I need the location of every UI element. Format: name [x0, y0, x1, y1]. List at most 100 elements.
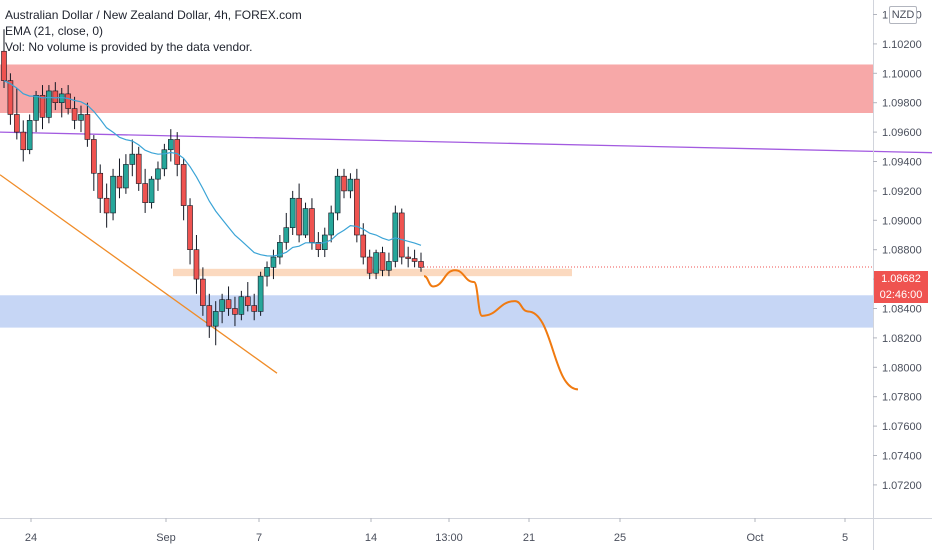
candle-body — [341, 175, 347, 192]
candle-body — [206, 305, 213, 327]
candle-body — [411, 258, 418, 262]
ema-line — [3, 80, 422, 257]
candle-body — [296, 197, 302, 236]
x-tick-label: 21 — [523, 532, 535, 544]
y-tick-label: 1.09800 — [882, 98, 922, 110]
candle-body — [20, 131, 27, 151]
candle-body — [46, 90, 52, 118]
candle-body — [180, 164, 187, 206]
candle-body — [33, 95, 39, 121]
candle-body — [244, 296, 251, 306]
candle-body — [155, 168, 161, 180]
candle-body — [91, 139, 97, 174]
candle-body — [386, 261, 392, 271]
purple-trendline — [0, 131, 932, 154]
y-tick-label: 1.09000 — [882, 215, 922, 227]
y-tick-label: 1.07400 — [882, 451, 922, 463]
candle-body — [225, 299, 232, 309]
candle-body — [26, 120, 33, 151]
candle-body — [71, 108, 78, 121]
x-tick-label: 14 — [365, 532, 377, 544]
y-tick-label: 1.07200 — [882, 480, 922, 492]
candle-body — [418, 261, 424, 268]
candle-body — [347, 178, 354, 192]
candle-body — [1, 50, 7, 81]
candle-body — [110, 175, 116, 214]
chart-legend: Australian Dollar / New Zealand Dollar, … — [5, 7, 302, 55]
candle-body — [366, 256, 373, 274]
y-tick-label: 1.09200 — [882, 186, 922, 198]
candle-body — [84, 114, 91, 140]
pivot-zone — [173, 268, 572, 277]
candle-body — [289, 197, 296, 228]
y-tick-label: 1.09400 — [882, 157, 922, 169]
y-tick-label: 1.08000 — [882, 362, 922, 374]
candle-body — [135, 153, 142, 184]
candle-body — [39, 95, 46, 118]
resistance-zone — [0, 64, 873, 113]
x-tick-label: Oct — [746, 532, 763, 544]
candle-body — [200, 278, 206, 306]
candle-body — [302, 208, 309, 236]
candle-body — [373, 252, 379, 274]
y-tick-label: 1.10000 — [882, 68, 922, 80]
candle-body — [257, 275, 264, 312]
candle-body — [277, 242, 283, 258]
y-tick-label: 1.08400 — [882, 304, 922, 316]
y-tick-label: 1.08800 — [882, 245, 922, 257]
candle-body — [212, 311, 219, 327]
candle-body — [161, 149, 168, 170]
candle-body — [270, 256, 277, 268]
candle-body — [14, 114, 20, 133]
projection-path — [423, 269, 579, 391]
candle-body — [315, 242, 322, 251]
candle-body — [187, 205, 193, 251]
candle-body — [193, 249, 200, 280]
candle-body — [328, 212, 334, 236]
candle-body — [148, 178, 155, 203]
x-tick-label: 25 — [614, 532, 626, 544]
y-tick-label: 1.10200 — [882, 39, 922, 51]
candle-body — [405, 256, 411, 259]
candle-body — [264, 267, 270, 277]
volume-legend: Vol: No volume is provided by the data v… — [5, 40, 253, 54]
countdown-badge: 02:46:00 — [874, 287, 928, 303]
candle-body — [334, 175, 341, 214]
candle-body — [65, 93, 71, 109]
candle-body — [129, 153, 136, 165]
y-tick-label: 1.09600 — [882, 127, 922, 139]
candle-body — [283, 227, 290, 243]
candle-body — [238, 296, 245, 315]
ema-legend: EMA (21, close, 0) — [5, 24, 104, 38]
candle-body — [103, 197, 110, 214]
x-tick-label: 24 — [25, 532, 37, 544]
candle-body — [232, 308, 238, 315]
candle-body — [251, 305, 257, 312]
candle-body — [142, 183, 148, 203]
y-tick-label: 1.07800 — [882, 392, 922, 404]
x-tick-label: Sep — [156, 532, 176, 544]
candle-body — [360, 234, 367, 258]
x-tick-label: 5 — [842, 532, 848, 544]
candle-body — [398, 212, 405, 258]
symbol-title: Australian Dollar / New Zealand Dollar, … — [5, 8, 302, 22]
x-tick-label: 13:00 — [435, 532, 463, 544]
x-tick-label: 7 — [256, 532, 262, 544]
candle-body — [78, 114, 84, 121]
orange-trendline — [0, 174, 278, 374]
candle-body — [174, 139, 181, 165]
candle-body — [52, 90, 59, 104]
candle-body — [123, 164, 129, 189]
candle-body — [379, 252, 386, 271]
candle-body — [7, 80, 14, 115]
candle-body — [354, 178, 360, 236]
y-tick-label: 1.08200 — [882, 333, 922, 345]
candle-body — [168, 139, 174, 151]
candle-body — [97, 172, 104, 199]
candle-body — [116, 175, 123, 189]
currency-label[interactable]: NZD — [889, 6, 917, 24]
support-zone — [0, 295, 873, 328]
candle-body — [309, 208, 315, 243]
